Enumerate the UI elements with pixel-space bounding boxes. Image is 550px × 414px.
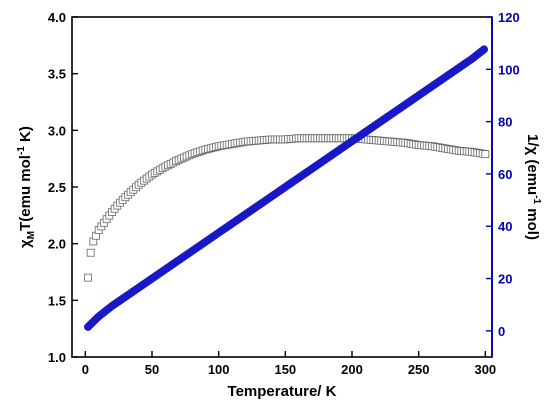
left-y-title-sub: M	[26, 231, 37, 239]
x-tick-label: 300	[474, 362, 496, 377]
x-axis-title: Temperature/ K	[228, 383, 337, 400]
left-y-title-mid: T(emu mol	[17, 155, 34, 231]
right-y-title-sup: -1	[531, 195, 542, 204]
right-y-title-end: mol)	[524, 204, 541, 240]
chi-m-t-series	[84, 134, 490, 282]
right-y-tick-label: 100	[498, 62, 520, 77]
x-tick-label: 150	[274, 362, 296, 377]
chi-m-t-point	[84, 273, 92, 282]
x-tick-label: 100	[208, 362, 230, 377]
left-y-tick-label: 1.0	[48, 350, 66, 365]
x-tick-label: 200	[341, 362, 363, 377]
chi-m-t-point	[481, 150, 490, 159]
right-y-tick-label: 20	[498, 272, 512, 287]
right-y-tick-label: 40	[498, 219, 512, 234]
left-y-tick-label: 3.0	[48, 123, 66, 138]
left-y-tick-label: 3.5	[48, 67, 66, 82]
inverse-chi-series	[84, 45, 488, 331]
right-y-tick-label: 80	[498, 115, 512, 130]
left-y-title-sup: -1	[16, 146, 27, 155]
x-tick-label: 0	[82, 362, 89, 377]
right-y-title-pre: 1/χ (emu	[524, 134, 541, 195]
left-y-tick-label: 2.5	[48, 180, 66, 195]
left-y-tick-label: 1.5	[48, 293, 66, 308]
left-y-tick-label: 2.0	[48, 237, 66, 252]
x-axis: 0 50 100 150 200 250 300	[82, 351, 496, 377]
right-y-axis: 0 20 40 60 80 100 120	[486, 10, 520, 339]
inverse-chi-point	[480, 45, 488, 54]
x-tick-label: 250	[408, 362, 430, 377]
right-y-axis-title: 1/χ (emu-1 mol)	[524, 134, 542, 240]
left-y-axis-title: χMT(emu mol-1 K)	[16, 126, 37, 248]
chi-m-t-point	[86, 248, 95, 257]
x-tick-label: 50	[145, 362, 159, 377]
left-y-title-base: χ	[17, 239, 34, 248]
left-y-axis: 1.0 1.5 2.0 2.5 3.0 3.5 4.0	[48, 10, 78, 365]
right-y-tick-label: 0	[498, 324, 505, 339]
right-y-tick-label: 60	[498, 167, 512, 182]
right-y-tick-label: 120	[498, 10, 520, 25]
left-y-tick-label: 4.0	[48, 10, 66, 25]
left-y-title-end: K)	[17, 126, 34, 146]
